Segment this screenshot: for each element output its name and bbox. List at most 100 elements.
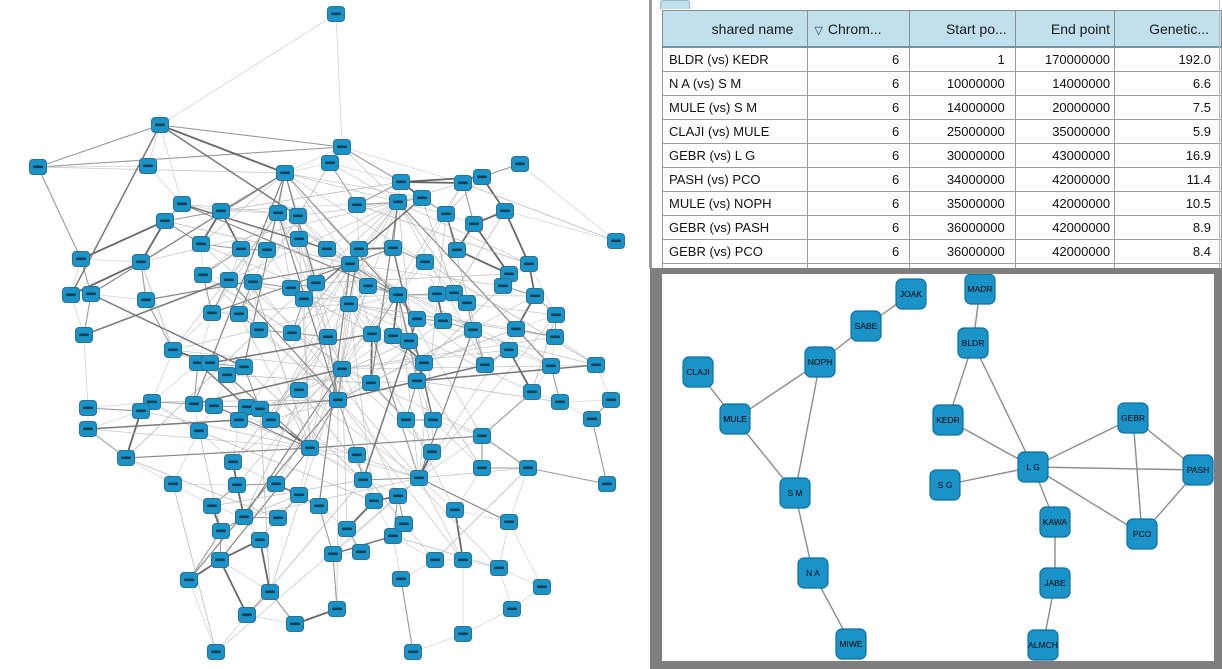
network-node[interactable] [258,242,276,258]
network-node[interactable] [446,502,464,518]
network-node[interactable] [454,626,472,642]
table-cell[interactable]: 42000000 [1014,239,1116,264]
network-node[interactable] [490,560,508,576]
network-node[interactable] [415,355,433,371]
network-node[interactable] [542,358,560,374]
column-header-3[interactable]: End point [1014,10,1116,48]
table-row[interactable]: BLDR (vs) KEDR 6 1 170000000 192.0 [661,46,1222,72]
network-node[interactable] [289,208,307,224]
network-node[interactable] [523,384,541,400]
network-node[interactable] [404,644,422,660]
node-S-M[interactable]: S M [779,477,811,509]
network-node[interactable] [201,355,219,371]
table-cell[interactable]: MULE (vs) S M [661,95,809,120]
table-cell[interactable]: GEBR (vs) PCO [661,239,809,264]
node-CLAJI[interactable]: CLAJI [682,356,714,388]
network-node[interactable] [511,156,529,172]
column-header-2[interactable]: Start po... [909,10,1016,48]
node-GEBR[interactable]: GEBR [1117,402,1149,434]
table-cell[interactable]: 192.0 [1114,46,1222,72]
network-node[interactable] [413,190,431,206]
network-node[interactable] [318,241,336,257]
table-cell[interactable]: 6 [807,71,911,96]
network-node[interactable] [389,194,407,210]
table-corner-tab[interactable] [660,0,690,9]
node-JOAK[interactable]: JOAK [895,278,927,310]
column-header-4[interactable]: Genetic... [1114,10,1222,48]
network-node[interactable] [520,256,538,272]
table-cell[interactable]: 10.5 [1114,191,1222,216]
network-node[interactable] [448,242,466,258]
network-node[interactable] [384,328,402,344]
node-KEDR[interactable]: KEDR [932,404,964,436]
network-node[interactable] [392,174,410,190]
network-node[interactable] [269,510,287,526]
network-node[interactable] [230,306,248,322]
network-node[interactable] [503,601,521,617]
network-node[interactable] [423,444,441,460]
network-node[interactable] [321,155,339,171]
node-BLDR[interactable]: BLDR [957,327,989,359]
table-cell[interactable]: 8.4 [1114,239,1222,264]
network-node[interactable] [235,359,253,375]
network-node[interactable] [354,472,372,488]
network-node[interactable] [546,329,564,345]
network-node[interactable] [496,203,514,219]
table-row[interactable]: GEBR (vs) PASH 6 36000000 42000000 8.9 [661,215,1222,240]
network-node[interactable] [397,412,415,428]
network-node[interactable] [232,241,250,257]
table-row[interactable]: GEBR (vs) PCO 6 36000000 42000000 8.4 [661,239,1222,264]
network-node[interactable] [473,428,491,444]
network-node[interactable] [389,287,407,303]
table-cell[interactable]: 14000000 [909,95,1016,120]
table-cell[interactable]: 16.9 [1114,143,1222,168]
table-cell[interactable]: 6 [807,119,911,144]
network-node[interactable] [79,421,97,437]
table-cell[interactable]: 42000000 [1014,191,1116,216]
table-row[interactable]: GEBR (vs) L G 6 30000000 43000000 16.9 [661,143,1222,168]
network-node[interactable] [203,498,221,514]
network-node[interactable] [29,159,47,175]
network-node[interactable] [276,165,294,181]
network-node[interactable] [602,392,620,408]
network-node[interactable] [408,311,426,327]
network-node[interactable] [82,286,100,302]
network-node[interactable] [352,544,370,560]
node-KAWA[interactable]: KAWA [1039,506,1071,538]
node-MADR[interactable]: MADR [964,274,996,305]
filter-icon[interactable]: ▽ [814,24,823,37]
network-node[interactable] [192,236,210,252]
network-node[interactable] [533,579,551,595]
network-node[interactable] [410,470,428,486]
network-node[interactable] [185,396,203,412]
table-cell[interactable]: 35000000 [909,191,1016,216]
overview-network-canvas[interactable] [0,0,650,669]
network-node[interactable] [207,644,225,660]
table-cell[interactable]: 30000000 [909,143,1016,168]
network-node[interactable] [500,514,518,530]
network-node[interactable] [416,254,434,270]
network-node[interactable] [454,552,472,568]
network-node[interactable] [250,322,268,338]
node-NOPH[interactable]: NOPH [804,346,836,378]
node-JABE[interactable]: JABE [1039,567,1071,599]
network-node[interactable] [132,403,150,419]
table-row[interactable]: N A (vs) S M 6 10000000 14000000 6.6 [661,71,1222,96]
network-node[interactable] [348,447,366,463]
network-node[interactable] [212,203,230,219]
table-cell[interactable]: 8.9 [1114,215,1222,240]
network-node[interactable] [340,296,358,312]
network-node[interactable] [424,412,442,428]
network-node[interactable] [267,476,285,492]
table-cell[interactable]: 6 [807,46,911,72]
table-cell[interactable]: GEBR (vs) L G [661,143,809,168]
network-node[interactable] [434,313,452,329]
network-node[interactable] [75,327,93,343]
network-node[interactable] [473,460,491,476]
network-node[interactable] [348,197,366,213]
table-cell[interactable]: 20000000 [1014,95,1116,120]
network-node[interactable] [392,571,410,587]
column-header-1[interactable]: ▽ Chrom... [807,10,911,48]
network-node[interactable] [500,342,518,358]
network-node[interactable] [251,532,269,548]
